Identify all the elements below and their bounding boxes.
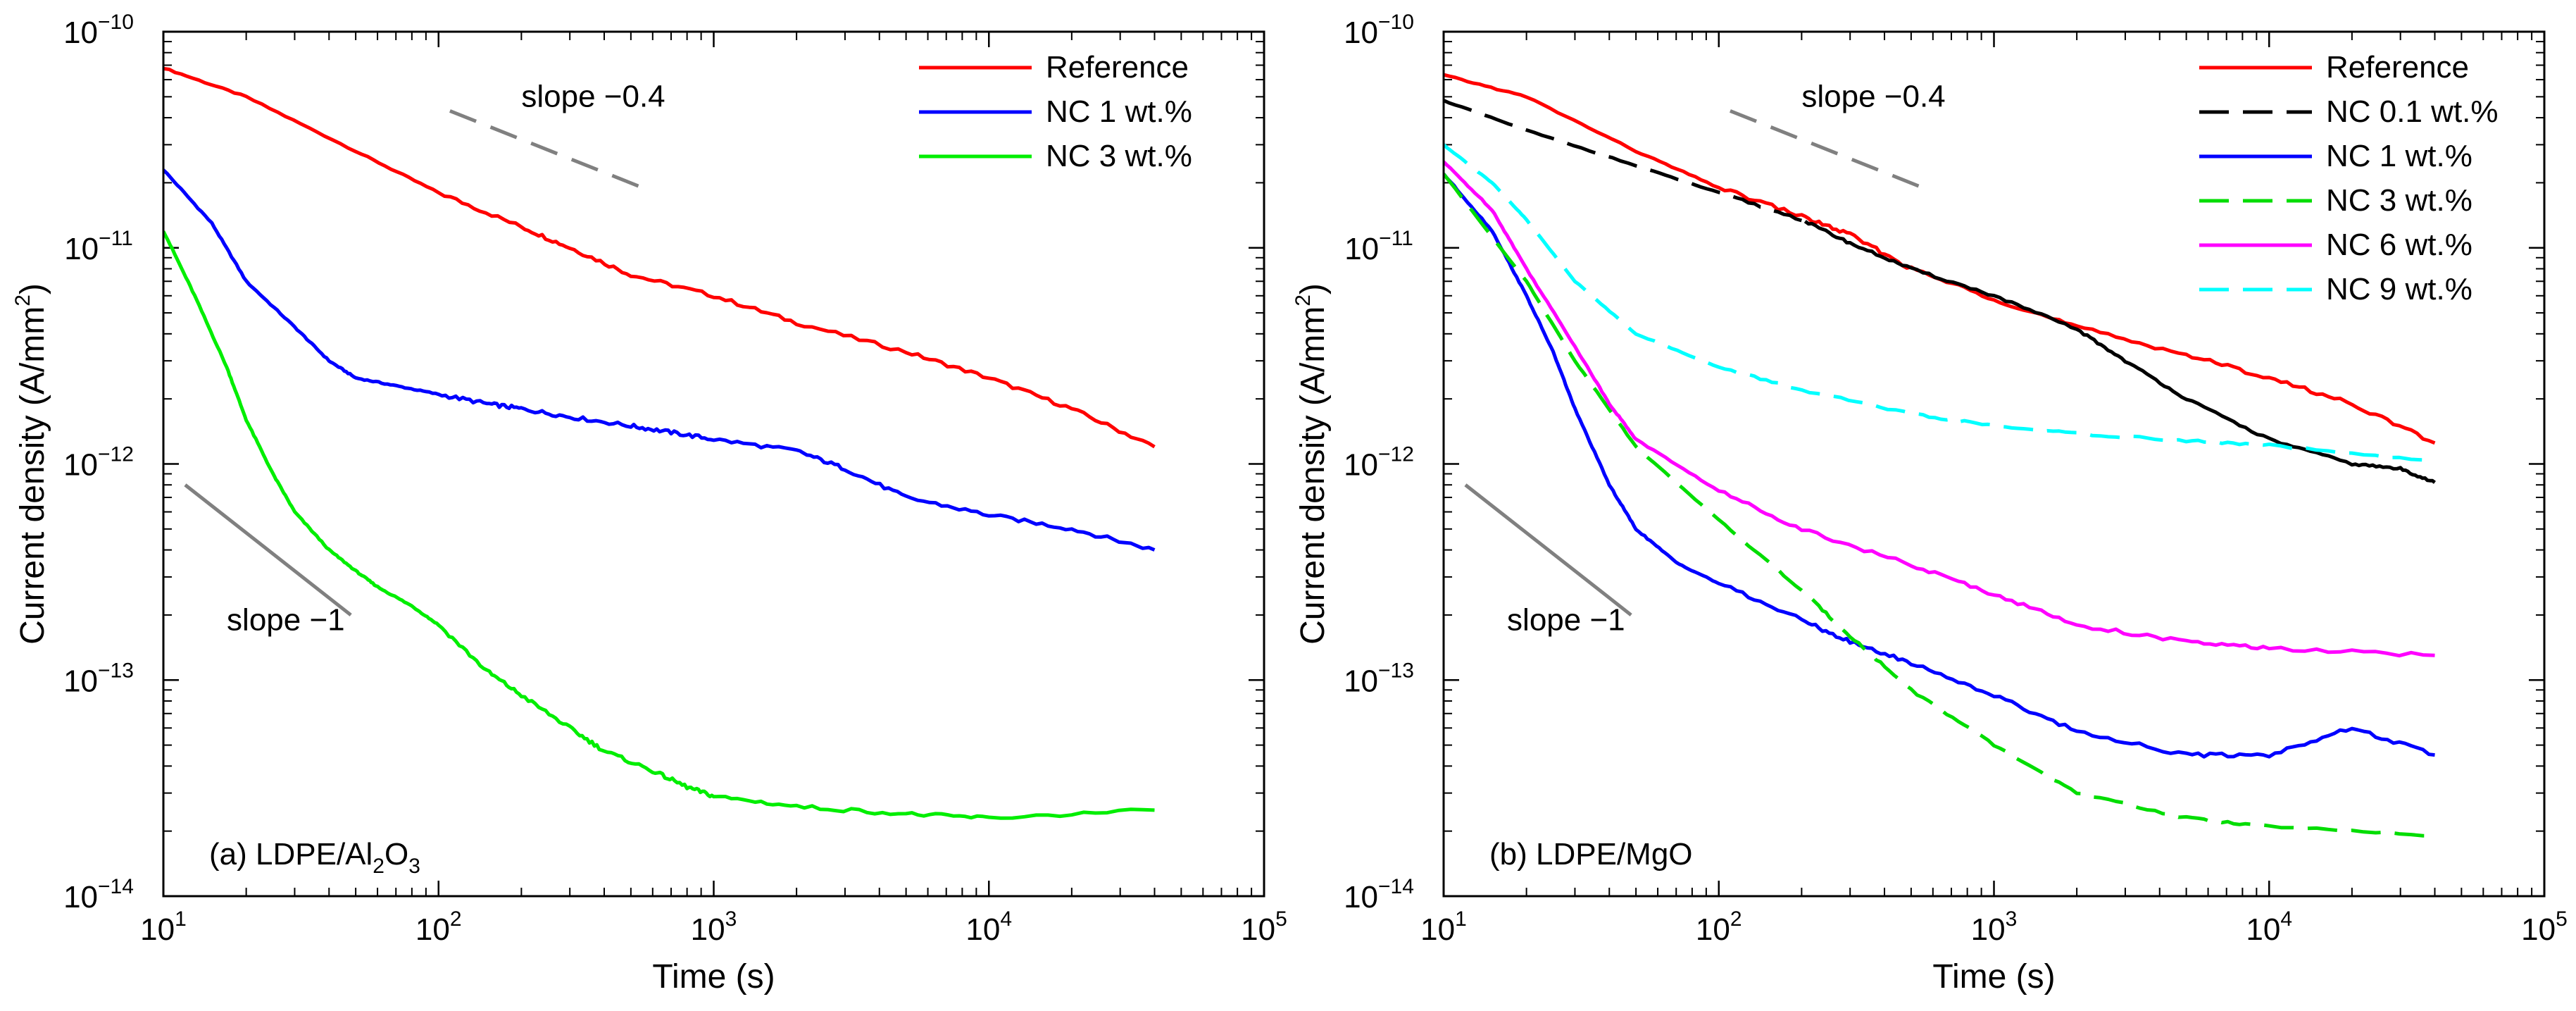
panel-label: (a) LDPE/Al2O3 (209, 837, 420, 878)
y-tick-label: 10−12 (1344, 443, 1414, 483)
y-tick-label: 10−10 (1344, 11, 1414, 50)
x-axis-title: Time (s) (652, 958, 775, 996)
legend-entry: NC 1 wt.% (2326, 139, 2472, 173)
x-tick-label: 105 (1241, 907, 1287, 947)
x-tick-label: 101 (140, 907, 187, 947)
legend-entry: Reference (1046, 50, 1189, 85)
x-tick-label: 101 (1420, 907, 1467, 947)
series-line-tail (1803, 220, 2437, 484)
series-line-nc-1-wt- (1444, 173, 2435, 759)
legend-entry: NC 3 wt.% (2326, 183, 2472, 218)
data-lines (163, 66, 1156, 820)
panel-label: (b) LDPE/MgO (1489, 837, 1693, 872)
series-line-nc-0-1-wt- (1444, 99, 1806, 223)
x-tick-label: 102 (1696, 907, 1742, 947)
x-tick-label: 102 (415, 907, 462, 947)
slope-annotation: slope −0.4 (1801, 79, 1945, 113)
slope-guide-line (1729, 109, 1923, 190)
series-line-nc-9-wt- (1444, 143, 2435, 464)
series-line-nc-3-wt- (1444, 173, 2435, 838)
y-tick-label: 10−10 (63, 11, 134, 50)
slope-guide-line (449, 109, 643, 190)
plot-frame (1442, 30, 2546, 898)
x-tick-label: 105 (2521, 907, 2568, 947)
plot-frame (162, 30, 1265, 898)
legend-entry: NC 6 wt.% (2326, 228, 2472, 262)
slope-annotation: slope −0.4 (521, 79, 665, 113)
y-tick-label: 10−11 (1344, 227, 1413, 266)
series-line-reference (163, 66, 1156, 449)
data-lines (1444, 73, 2437, 838)
series-line-reference (1444, 73, 2436, 445)
y-tick-label: 10−14 (1344, 875, 1414, 914)
legend-entry: NC 0.1 wt.% (2326, 94, 2499, 129)
legend-entry: Reference (2326, 50, 2469, 85)
slope-annotation: slope −1 (227, 603, 345, 638)
series-line-nc-1-wt- (163, 168, 1156, 552)
series-line-nc-6-wt- (1444, 160, 2435, 658)
legend-entry: NC 9 wt.% (2326, 272, 2472, 306)
slope-guide-line (184, 483, 352, 616)
series-line-nc-3-wt- (163, 230, 1155, 820)
legend-entry: NC 1 wt.% (1046, 94, 1192, 129)
slope-guide-line (1464, 483, 1632, 616)
x-tick-label: 104 (2246, 907, 2292, 947)
y-axis-title: Current density (A/mm2) (1292, 283, 1332, 645)
chart-panel-a: 101 102 103 104 105 10−14 10−13 10−12 10−11 10−10… (11, 11, 1287, 996)
y-tick-label: 10−13 (63, 659, 134, 698)
y-tick-label: 10−13 (1344, 659, 1414, 698)
slope-annotation: slope −1 (1507, 603, 1625, 638)
y-tick-label: 10−14 (63, 875, 134, 914)
x-tick-label: 104 (965, 907, 1012, 947)
y-axis-title: Current density (A/mm2) (11, 283, 51, 645)
y-tick-label: 10−11 (64, 227, 133, 266)
x-tick-label: 103 (1971, 907, 2018, 947)
legend-entry: NC 3 wt.% (1046, 139, 1192, 173)
x-axis-title: Time (s) (1932, 958, 2055, 996)
y-tick-label: 10−12 (63, 443, 134, 483)
chart-panel-b: 101 102 103 104 105 10−14 10−13 10−12 10−11 10−10… (1292, 11, 2568, 996)
x-tick-label: 103 (691, 907, 737, 947)
